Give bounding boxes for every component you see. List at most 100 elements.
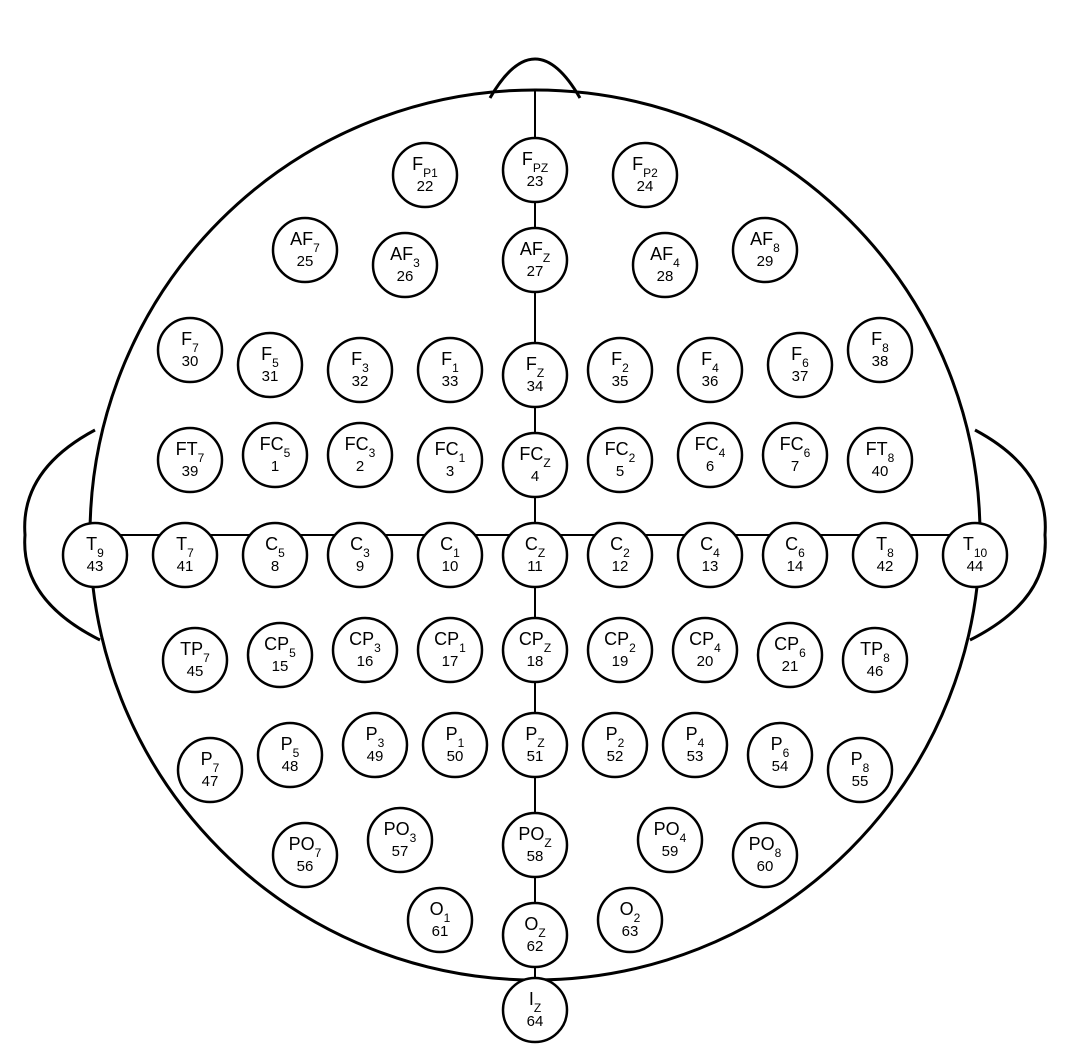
- electrode-P4: P453: [663, 713, 727, 777]
- electrode-number: 30: [182, 353, 199, 370]
- electrode-T7: T741: [153, 523, 217, 587]
- electrode-number: 52: [607, 748, 624, 765]
- electrode-circle: [503, 618, 567, 682]
- electrode-number: 5: [616, 463, 624, 480]
- electrode-circle: [408, 888, 472, 952]
- electrode-number: 29: [757, 253, 774, 270]
- electrode-FC5: FC51: [243, 423, 307, 487]
- electrode-number: 61: [432, 923, 449, 940]
- electrode-circle: [503, 903, 567, 967]
- electrode-number: 28: [657, 268, 674, 285]
- electrode-FC6: FC67: [763, 423, 827, 487]
- electrode-number: 34: [527, 378, 544, 395]
- electrode-number: 44: [967, 558, 984, 575]
- electrode-CP1: CP117: [418, 618, 482, 682]
- electrode-number: 46: [867, 663, 884, 680]
- electrode-number: 7: [791, 458, 799, 475]
- electrode-number: 64: [527, 1013, 544, 1030]
- electrode-circle: [373, 233, 437, 297]
- electrode-PO8: PO860: [733, 823, 797, 887]
- electrode-number: 33: [442, 373, 459, 390]
- electrode-number: 35: [612, 373, 629, 390]
- electrode-number: 40: [872, 463, 889, 480]
- electrode-F6: F637: [768, 333, 832, 397]
- electrode-number: 51: [527, 748, 544, 765]
- electrode-F1: F133: [418, 338, 482, 402]
- electrode-circle: [768, 333, 832, 397]
- electrode-circle: [663, 713, 727, 777]
- electrode-T10: T1044: [943, 523, 1007, 587]
- electrode-FC3: FC32: [328, 423, 392, 487]
- electrode-circle: [588, 338, 652, 402]
- electrode-FP2: FP224: [613, 143, 677, 207]
- electrode-number: 62: [527, 938, 544, 955]
- electrode-number: 6: [706, 458, 714, 475]
- electrode-circle: [678, 523, 742, 587]
- electrode-PO3: PO357: [368, 808, 432, 872]
- electrode-FC1: FC13: [418, 428, 482, 492]
- eeg-head-diagram: FP122FPZ23FP224AF725AF326AFZ27AF428AF829…: [0, 0, 1071, 1058]
- electrode-circle: [243, 423, 307, 487]
- electrode-number: 38: [872, 353, 889, 370]
- electrode-circle: [418, 428, 482, 492]
- electrode-FC2: FC25: [588, 428, 652, 492]
- electrode-number: 42: [877, 558, 894, 575]
- electrode-C4: C413: [678, 523, 742, 587]
- electrode-circle: [178, 738, 242, 802]
- electrode-FCZ: FCZ4: [503, 433, 567, 497]
- electrode-circle: [733, 218, 797, 282]
- electrode-number: 24: [637, 178, 654, 195]
- electrode-T9: T943: [63, 523, 127, 587]
- electrode-FP1: FP122: [393, 143, 457, 207]
- electrode-P2: P252: [583, 713, 647, 777]
- electrode-number: 45: [187, 663, 204, 680]
- electrode-number: 4: [531, 468, 539, 485]
- electrode-number: 1: [271, 458, 279, 475]
- electrode-circle: [153, 523, 217, 587]
- electrode-circle: [273, 218, 337, 282]
- electrode-C5: C58: [243, 523, 307, 587]
- electrode-number: 2: [356, 458, 364, 475]
- electrode-F8: F838: [848, 318, 912, 382]
- electrode-circle: [733, 823, 797, 887]
- electrode-number: 20: [697, 653, 714, 670]
- electrode-number: 18: [527, 653, 544, 670]
- electrode-circle: [158, 318, 222, 382]
- electrode-T8: T842: [853, 523, 917, 587]
- electrode-circle: [748, 723, 812, 787]
- electrode-F4: F436: [678, 338, 742, 402]
- electrode-CZ: CZ11: [503, 523, 567, 587]
- electrode-number: 36: [702, 373, 719, 390]
- electrode-circle: [638, 808, 702, 872]
- electrode-number: 57: [392, 843, 409, 860]
- electrode-OZ: OZ62: [503, 903, 567, 967]
- electrode-O2: O263: [598, 888, 662, 952]
- electrode-circle: [258, 723, 322, 787]
- electrode-number: 11: [527, 558, 543, 575]
- electrode-F3: F332: [328, 338, 392, 402]
- electrode-FC4: FC46: [678, 423, 742, 487]
- electrode-circle: [158, 428, 222, 492]
- electrode-CP6: CP621: [758, 623, 822, 687]
- electrode-circle: [503, 343, 567, 407]
- electrode-C3: C39: [328, 523, 392, 587]
- electrode-circle: [328, 423, 392, 487]
- electrode-circle: [273, 823, 337, 887]
- electrode-PO4: PO459: [638, 808, 702, 872]
- electrode-number: 22: [417, 178, 434, 195]
- electrode-number: 53: [687, 748, 704, 765]
- electrode-number: 49: [367, 748, 384, 765]
- electrode-circle: [588, 428, 652, 492]
- electrode-P7: P747: [178, 738, 242, 802]
- electrode-F5: F531: [238, 333, 302, 397]
- electrode-FT7: FT739: [158, 428, 222, 492]
- electrode-number: 26: [397, 268, 414, 285]
- electrode-circle: [503, 433, 567, 497]
- electrode-circle: [583, 713, 647, 777]
- electrode-number: 12: [612, 558, 629, 575]
- electrode-number: 60: [757, 858, 774, 875]
- electrode-CP4: CP420: [673, 618, 737, 682]
- electrode-number: 14: [787, 558, 804, 575]
- electrode-circle: [418, 523, 482, 587]
- electrode-number: 41: [177, 558, 194, 575]
